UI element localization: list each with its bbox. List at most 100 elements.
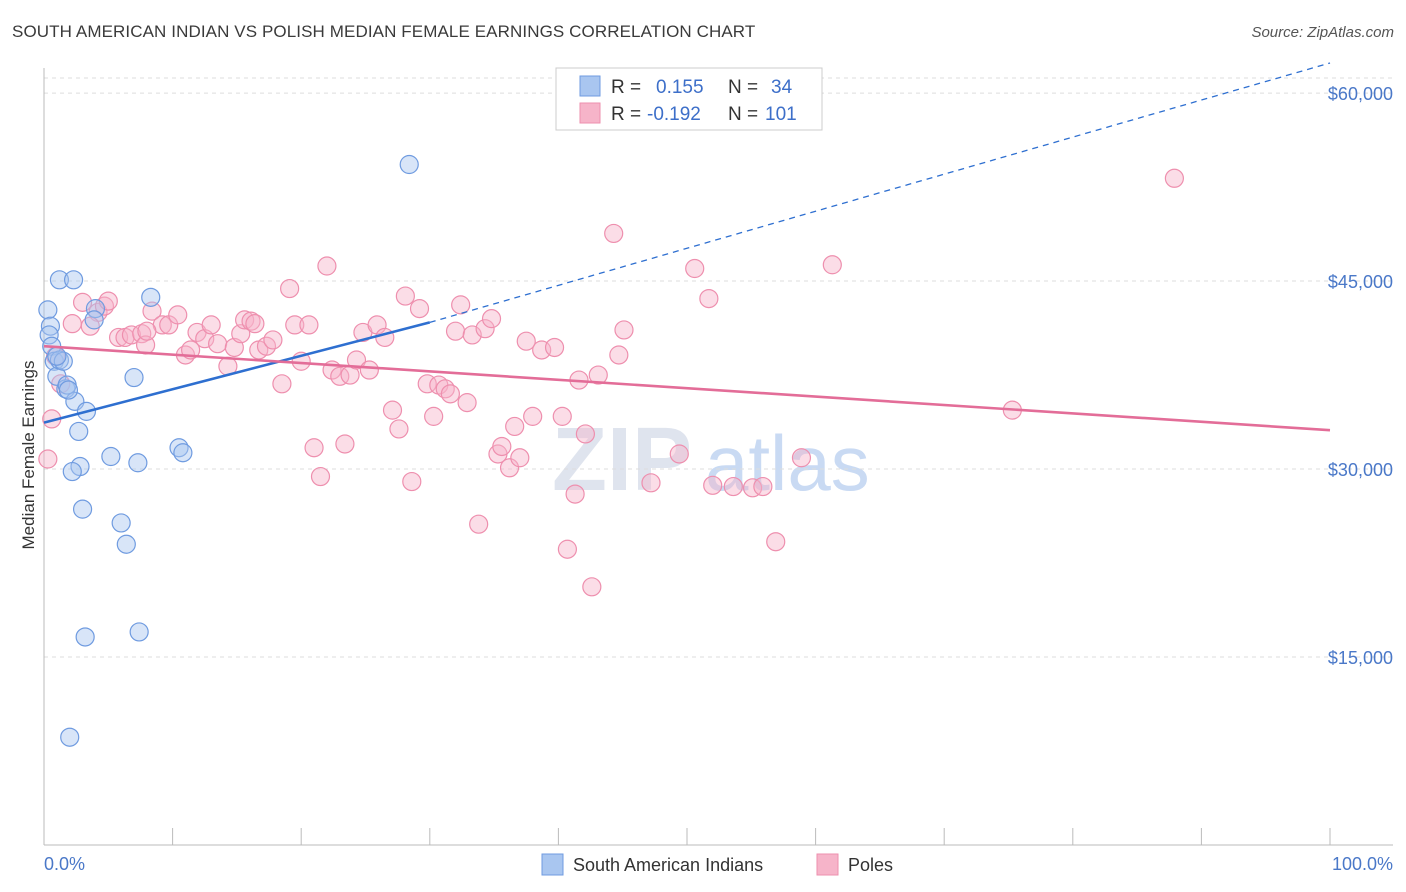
poles-point-31 — [263, 330, 283, 350]
poles-point-36 — [299, 315, 319, 335]
poles-point-83 — [609, 345, 629, 365]
poles-point-33 — [280, 278, 300, 299]
poles-point-63 — [469, 514, 489, 534]
south-american-indians-point-24 — [116, 534, 136, 554]
poles-point-80 — [582, 577, 602, 597]
south-american-indians-point-16 — [62, 461, 82, 482]
poles-point-42 — [335, 434, 355, 454]
south-american-indians-point-7 — [53, 351, 73, 371]
poles-point-38 — [310, 466, 331, 487]
poles-point-61 — [457, 393, 477, 413]
poles-point-46 — [359, 360, 379, 380]
y-tick-label-0: $15,000 — [1328, 648, 1393, 668]
poles-point-23 — [208, 334, 228, 354]
pink-trend-line — [43, 344, 1331, 432]
south-american-indians-point-14 — [69, 421, 89, 442]
y-tick-label-1: $30,000 — [1328, 460, 1393, 480]
poles-point-89 — [703, 475, 723, 495]
poles-point-90 — [723, 476, 743, 497]
south-american-indians-point-19 — [84, 310, 104, 330]
x-ticks — [43, 828, 1331, 845]
bottom-legend-label-pink: Poles — [848, 855, 893, 875]
legend-r-value-blue: 0.155 — [656, 77, 704, 98]
poles-point-81 — [588, 365, 608, 385]
y-axis-label: Median Female Earnings — [19, 361, 38, 550]
poles-point-65 — [481, 309, 502, 329]
poles-point-53 — [409, 299, 430, 319]
south-american-indians-point-25 — [141, 287, 161, 307]
correlation-legend: R = 0.155 N = 34 R = -0.192 N = 101 — [555, 67, 823, 131]
south-american-indians-point-27 — [173, 443, 193, 463]
y-tick-label-2: $45,000 — [1328, 272, 1393, 292]
x-tick-label-start: 0.0% — [44, 854, 85, 874]
poles-point-27 — [235, 310, 255, 330]
legend-n-label-blue: N = — [728, 77, 758, 98]
legend-r-label-blue: R = — [611, 77, 641, 98]
poles-point-32 — [272, 374, 292, 394]
poles-point-71 — [516, 331, 536, 351]
legend-n-label-pink: N = — [728, 104, 758, 125]
south-american-indians-point-17 — [72, 499, 93, 519]
south-american-indians-point-33 — [58, 380, 79, 400]
south-american-indians-point-23 — [111, 513, 131, 533]
blue-trend-line — [43, 321, 431, 424]
poles-point-51 — [395, 286, 415, 306]
chart-title: SOUTH AMERICAN INDIAN VS POLISH MEDIAN F… — [12, 22, 756, 41]
poles-point-68 — [499, 458, 520, 478]
poles-point-34 — [285, 315, 305, 335]
poles-point-72 — [523, 406, 543, 426]
poles-point-94 — [791, 448, 812, 468]
bottom-legend-swatch-pink — [816, 853, 839, 876]
poles-point-17 — [168, 305, 188, 325]
poles-point-44 — [346, 350, 367, 370]
poles-point-37 — [304, 438, 324, 458]
poles-point-11 — [121, 325, 142, 345]
poles-point-59 — [445, 321, 466, 341]
legend-r-label-pink: R = — [611, 104, 641, 125]
poles-point-79 — [575, 424, 596, 444]
south-american-indians-point-22 — [128, 453, 148, 473]
south-american-indians-point-10 — [49, 270, 70, 290]
poles-point-92 — [753, 476, 773, 497]
poles-point-60 — [451, 295, 471, 315]
south-american-indians-point-28 — [75, 627, 95, 647]
poles-point-39 — [317, 256, 337, 276]
poles-point-97 — [1164, 168, 1184, 188]
poles-point-58 — [440, 384, 460, 404]
south-american-indians-points — [38, 154, 419, 747]
poles-point-55 — [424, 406, 444, 426]
bottom-legend-label-blue: South American Indians — [573, 855, 763, 875]
poles-point-74 — [544, 337, 565, 358]
poles-point-93 — [766, 532, 786, 552]
blue-trend-extension — [429, 62, 1331, 324]
poles-point-91 — [742, 478, 763, 498]
watermark-atlas: atlas — [705, 419, 870, 507]
source-label: Source: ZipAtlas.com — [1251, 24, 1394, 41]
legend-swatch-blue — [579, 75, 601, 97]
poles-point-99 — [245, 314, 265, 334]
south-american-indians-point-29 — [129, 622, 149, 642]
poles-point-88 — [699, 288, 719, 309]
poles-point-98 — [137, 321, 157, 341]
poles-point-75 — [552, 406, 572, 426]
poles-point-84 — [614, 320, 634, 340]
poles-point-4 — [62, 314, 82, 334]
watermark-zip: ZIP — [552, 410, 692, 510]
south-american-indians-point-31 — [399, 154, 419, 175]
bottom-legend-swatch-blue — [541, 853, 564, 876]
poles-points — [38, 168, 1184, 597]
poles-point-22 — [201, 315, 221, 335]
poles-point-12 — [132, 324, 152, 344]
legend-n-value-pink: 101 — [765, 104, 797, 125]
poles-point-67 — [492, 436, 512, 457]
south-american-indians-point-21 — [124, 367, 144, 388]
y-tick-label-3: $60,000 — [1328, 84, 1393, 104]
south-american-indians-point-30 — [60, 727, 80, 747]
y-tick-labels: $15,000 $30,000 $45,000 $60,000 — [1328, 84, 1393, 668]
poles-point-82 — [604, 223, 624, 244]
axes — [43, 68, 1393, 846]
legend-swatch-pink — [579, 102, 601, 124]
trend-lines — [43, 62, 1331, 432]
poles-point-14 — [142, 301, 162, 321]
